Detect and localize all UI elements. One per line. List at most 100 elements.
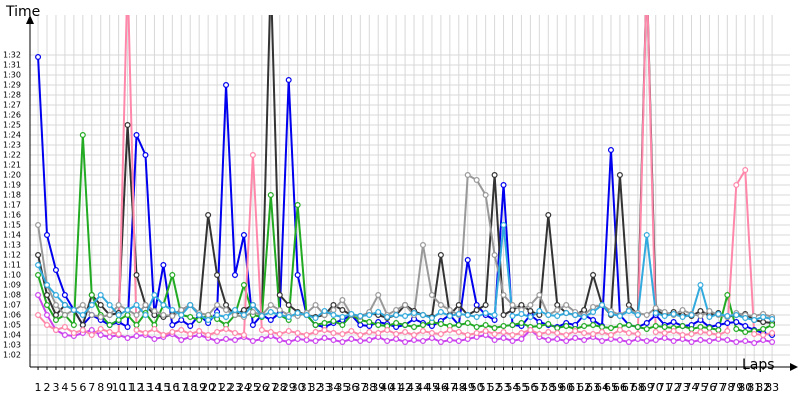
lap-point [106, 322, 113, 329]
lap-point [106, 329, 113, 336]
lap-point [518, 320, 525, 327]
lap-point [276, 312, 283, 319]
lap-point [393, 320, 400, 327]
x-tick-label: 35 [335, 381, 349, 394]
x-tick-label: 16 [165, 381, 179, 394]
lap-point [231, 272, 238, 279]
x-axis-arrow [790, 363, 798, 371]
x-tick-label: 41 [389, 381, 403, 394]
x-tick-label: 73 [676, 381, 690, 394]
lap-point [231, 330, 238, 337]
lap-point [169, 307, 176, 314]
y-tick-label: 1:20 [3, 171, 21, 180]
x-tick-label: 2 [44, 381, 51, 394]
lap-point [509, 322, 516, 329]
x-tick-label: 64 [595, 381, 609, 394]
lap-point [321, 308, 328, 315]
lap-point [223, 307, 230, 314]
lap-point [79, 327, 86, 334]
lap-point [312, 302, 319, 309]
lap-point [240, 307, 247, 314]
lap-point [616, 172, 623, 179]
lap-point [61, 302, 68, 309]
lap-point [411, 324, 418, 331]
lap-point [151, 336, 158, 343]
lap-point [590, 331, 597, 338]
lap-point [160, 332, 167, 339]
lap-point [178, 307, 185, 314]
lap-point [536, 331, 543, 338]
lap-point [223, 81, 230, 88]
x-tick-label: 61 [568, 381, 582, 394]
x-tick-label: 56 [523, 381, 537, 394]
lap-point [133, 333, 140, 340]
lap-point [581, 307, 588, 314]
y-axis-label: Time [5, 4, 40, 20]
lap-point [169, 322, 176, 329]
x-tick-label: 24 [237, 381, 251, 394]
lap-point [169, 272, 176, 279]
lap-point [581, 337, 588, 344]
x-tick-label: 32 [309, 381, 323, 394]
x-tick-label: 63 [586, 381, 600, 394]
lap-point [491, 312, 498, 319]
lap-point [70, 307, 77, 314]
lap-point [437, 339, 444, 346]
lap-point [124, 324, 131, 331]
y-tick-label: 1:12 [3, 251, 21, 260]
lap-point [151, 308, 158, 315]
lap-point [402, 329, 409, 336]
lap-point [760, 337, 767, 344]
lap-point [742, 329, 749, 336]
x-tick-label: 66 [613, 381, 627, 394]
x-tick-label: 21 [210, 381, 224, 394]
lap-point [214, 338, 221, 345]
x-tick-label: 65 [604, 381, 618, 394]
lap-point [572, 312, 579, 319]
lap-point [44, 282, 51, 289]
x-tick-label: 82 [756, 381, 770, 394]
lap-point [35, 252, 42, 259]
x-tick-label: 59 [550, 381, 564, 394]
x-tick-label: 74 [685, 381, 699, 394]
lap-point [625, 339, 632, 346]
lap-point [446, 337, 453, 344]
lap-point [97, 292, 104, 299]
lap-point [751, 331, 758, 338]
lap-point [178, 317, 185, 324]
x-tick-label: 29 [282, 381, 296, 394]
lap-point [509, 338, 516, 345]
lap-point [491, 325, 498, 332]
lap-point [339, 331, 346, 338]
y-tick-label: 1:04 [3, 331, 21, 340]
lap-point [52, 327, 59, 334]
lap-point [339, 314, 346, 321]
y-tick-label: 1:25 [3, 121, 21, 130]
lap-point [312, 329, 319, 336]
lap-point [44, 232, 51, 239]
lap-point [760, 326, 767, 333]
lap-point [599, 338, 606, 345]
lap-point [419, 322, 426, 329]
x-tick-label: 69 [640, 381, 654, 394]
lap-point [446, 307, 453, 314]
y-tick-label: 1:03 [3, 341, 21, 350]
lap-point [214, 329, 221, 336]
lap-point [545, 312, 552, 319]
lap-point [446, 313, 453, 320]
x-tick-label: 1 [35, 381, 42, 394]
x-tick-label: 6 [79, 381, 86, 394]
y-tick-label: 1:11 [3, 261, 21, 270]
lap-point [518, 336, 525, 343]
lap-point [715, 311, 722, 318]
lap-point [697, 313, 704, 320]
lap-point [625, 330, 632, 337]
x-tick-label: 44 [416, 381, 430, 394]
lap-point [223, 336, 230, 343]
lap-point [160, 302, 167, 309]
lap-point [634, 336, 641, 343]
lap-point [321, 327, 328, 334]
lap-point [643, 338, 650, 345]
lap-point [97, 326, 104, 333]
